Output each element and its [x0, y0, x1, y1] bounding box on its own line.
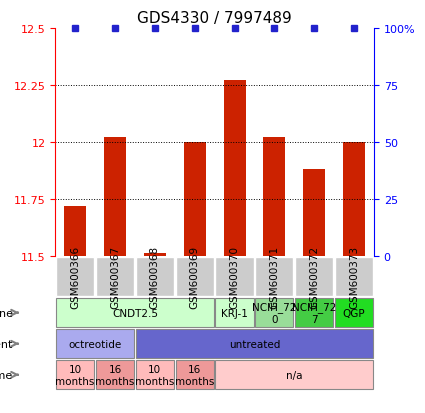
Text: GSM600373: GSM600373	[349, 245, 359, 308]
Text: GSM600372: GSM600372	[309, 245, 319, 308]
Bar	[104, 138, 126, 256]
Text: GSM600371: GSM600371	[269, 245, 279, 308]
Text: GSM600367: GSM600367	[110, 245, 120, 308]
Text: cell line: cell line	[0, 308, 13, 318]
Text: NCIH_72
7: NCIH_72 7	[292, 301, 337, 324]
Bar	[64, 206, 86, 256]
Text: time: time	[0, 370, 13, 380]
Bar	[144, 254, 166, 256]
Text: GSM600369: GSM600369	[190, 245, 200, 308]
Text: 10
months: 10 months	[56, 364, 95, 386]
Text: 16
months: 16 months	[175, 364, 214, 386]
Bar	[224, 81, 246, 256]
Bar	[184, 142, 206, 256]
Text: CNDT2.5: CNDT2.5	[112, 308, 158, 318]
Text: NCIH_72
0: NCIH_72 0	[252, 301, 297, 324]
Bar	[303, 170, 325, 256]
Text: GSM600366: GSM600366	[70, 245, 80, 308]
Text: GSM600368: GSM600368	[150, 245, 160, 308]
Text: untreated: untreated	[229, 339, 280, 349]
Text: 10
months: 10 months	[135, 364, 175, 386]
Bar	[264, 138, 285, 256]
Text: QGP: QGP	[343, 308, 366, 318]
Text: transformed count: transformed count	[69, 412, 173, 413]
Title: GDS4330 / 7997489: GDS4330 / 7997489	[137, 12, 292, 26]
Text: octreotide: octreotide	[68, 339, 122, 349]
Text: GSM600370: GSM600370	[230, 245, 240, 308]
Bar	[343, 142, 365, 256]
Text: 16
months: 16 months	[95, 364, 135, 386]
Text: agent: agent	[0, 339, 13, 349]
Text: n/a: n/a	[286, 370, 303, 380]
Text: KRJ-1: KRJ-1	[221, 308, 248, 318]
